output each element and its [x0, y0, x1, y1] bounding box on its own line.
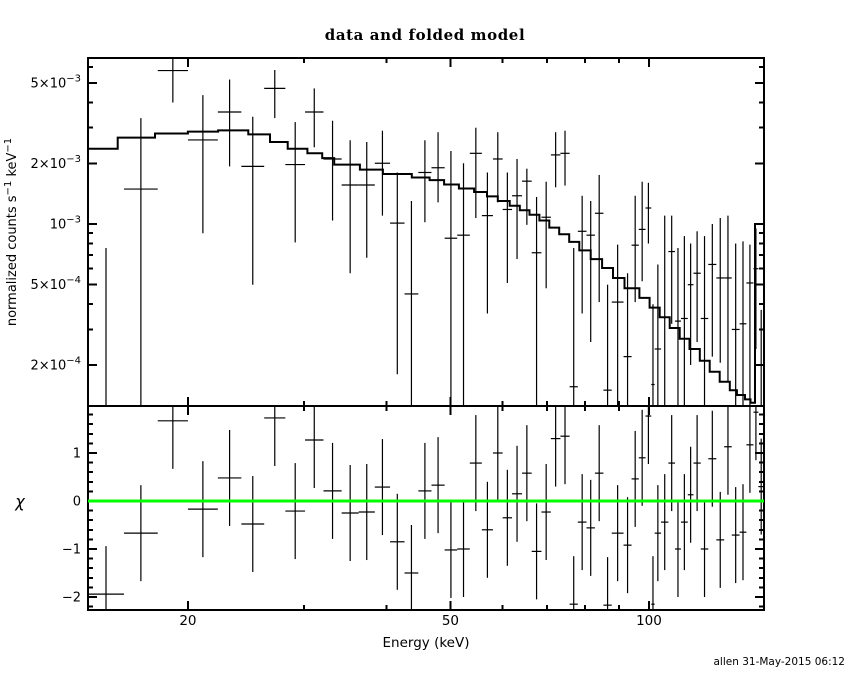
residual-y-ticks — [88, 413, 764, 608]
x-tick-labels: 20 50 100 — [179, 613, 662, 629]
svg-text:−2: −2 — [62, 590, 81, 605]
svg-text:0: 0 — [73, 494, 81, 509]
spectrum-y-ticks — [88, 66, 764, 366]
y-axis-label-spectrum: normalized counts s−1 keV−1 — [3, 138, 20, 326]
residual-y-tick-labels: 1 0 −1 −2 — [62, 446, 81, 605]
residual-data-points — [88, 406, 764, 610]
y-axis-label-chi: χ — [14, 492, 25, 511]
svg-text:−1: −1 — [62, 542, 81, 557]
credit-stamp: allen 31-May-2015 06:12 — [713, 656, 845, 668]
spectrum-y-tick-labels: 5×10−3 2×10−3 10−3 5×10−4 2×10−4 — [31, 73, 81, 373]
svg-text:100: 100 — [636, 613, 662, 629]
svg-text:20: 20 — [179, 613, 196, 629]
x-axis-ticks — [186, 58, 650, 610]
axis-titles: Energy (keV) normalized counts s−1 keV−1 χ — [3, 138, 469, 651]
svg-text:5×10−4: 5×10−4 — [31, 275, 81, 293]
model-curve — [88, 129, 764, 404]
svg-text:2×10−4: 2×10−4 — [31, 355, 81, 373]
plot-title: data and folded model — [324, 26, 526, 44]
svg-text:1: 1 — [73, 446, 81, 461]
panel-frames — [87, 57, 765, 611]
svg-text:5×10−3: 5×10−3 — [31, 73, 81, 91]
svg-text:10−3: 10−3 — [50, 214, 81, 232]
svg-text:50: 50 — [442, 613, 459, 629]
spectrum-data-points — [105, 58, 764, 406]
svg-text:2×10−3: 2×10−3 — [31, 154, 81, 172]
x-axis-label: Energy (keV) — [383, 635, 470, 651]
